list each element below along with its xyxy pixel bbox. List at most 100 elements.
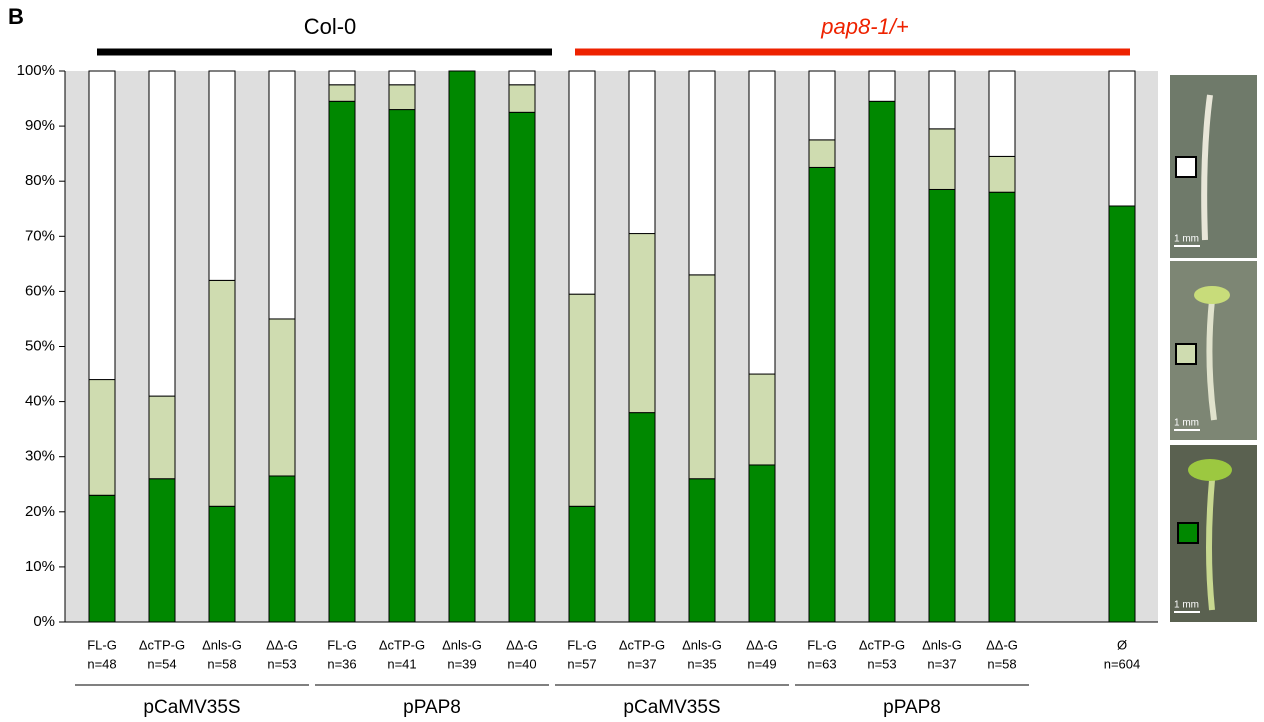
y-tick-label: 90%	[25, 117, 55, 134]
x-tick-label: ΔΔ-G	[506, 637, 538, 652]
bar-segment	[809, 140, 835, 168]
bar-segment	[989, 192, 1015, 622]
bar-segment	[869, 101, 895, 622]
bar-segment	[389, 110, 415, 622]
bar-segment	[209, 280, 235, 506]
panel-label: B	[8, 4, 24, 29]
bar-segment	[89, 495, 115, 622]
sample-size: n=58	[987, 656, 1016, 671]
x-tick-label: Δnls-G	[682, 637, 722, 652]
chart: B 0%10%20%30%40%50%60%70%80%90%100%FL-Gn…	[0, 0, 1264, 722]
y-tick-label: 20%	[25, 503, 55, 520]
subgroup-label: pCaMV35S	[623, 697, 720, 718]
x-tick-label: Δnls-G	[202, 637, 242, 652]
bar-segment	[509, 71, 535, 85]
x-tick-label: ΔΔ-G	[986, 637, 1018, 652]
bar-segment	[689, 71, 715, 275]
sample-size: n=36	[327, 656, 356, 671]
sample-size: n=41	[387, 656, 416, 671]
sample-size: n=53	[867, 656, 896, 671]
x-tick-label: FL-G	[327, 637, 357, 652]
y-tick-label: 0%	[33, 613, 55, 630]
bar-segment	[269, 319, 295, 476]
legend-swatch	[1178, 523, 1198, 543]
bar-segment	[749, 374, 775, 465]
bar-segment	[89, 380, 115, 496]
x-tick-label: Δnls-G	[922, 637, 962, 652]
bar-segment	[509, 112, 535, 622]
bar-segment	[269, 71, 295, 319]
bar-segment	[389, 85, 415, 110]
sample-size: n=39	[447, 656, 476, 671]
bar-segment	[629, 234, 655, 413]
x-tick-label: FL-G	[567, 637, 597, 652]
bar-segment	[329, 71, 355, 85]
x-tick-label: FL-G	[807, 637, 837, 652]
sample-size: n=63	[807, 656, 836, 671]
bar-segment	[569, 506, 595, 622]
x-tick-label: ΔΔ-G	[266, 637, 298, 652]
bar-segment	[749, 71, 775, 374]
y-tick-label: 40%	[25, 393, 55, 410]
seedling	[1194, 286, 1230, 304]
group-label: pap8-1/+	[820, 14, 909, 39]
bar-segment	[209, 506, 235, 622]
bar-segment	[1109, 206, 1135, 622]
y-tick-label: 30%	[25, 448, 55, 465]
bar-segment	[809, 71, 835, 140]
legend-swatch	[1176, 344, 1196, 364]
bar-segment	[329, 101, 355, 622]
sample-size: n=53	[267, 656, 296, 671]
sample-size: n=37	[927, 656, 956, 671]
sample-size: n=58	[207, 656, 236, 671]
bar-segment	[209, 71, 235, 280]
sample-size: n=48	[87, 656, 116, 671]
bar-segment	[689, 275, 715, 479]
y-tick-label: 80%	[25, 172, 55, 189]
bar-segment	[509, 85, 535, 113]
y-tick-label: 10%	[25, 558, 55, 575]
sample-size: n=37	[627, 656, 656, 671]
bar-segment	[569, 294, 595, 506]
x-tick-label: FL-G	[87, 637, 117, 652]
subgroup-label: pPAP8	[883, 697, 941, 718]
bar-segment	[149, 479, 175, 622]
sample-size: n=49	[747, 656, 776, 671]
bar-segment	[1109, 71, 1135, 206]
sample-size: n=40	[507, 656, 536, 671]
seedling	[1209, 480, 1212, 610]
bar-segment	[89, 71, 115, 380]
bar-segment	[149, 396, 175, 479]
legend-swatch	[1176, 157, 1196, 177]
y-tick-label: 60%	[25, 282, 55, 299]
bar-segment	[749, 465, 775, 622]
scale-label: 1 mm	[1174, 418, 1199, 429]
sample-size: n=57	[567, 656, 596, 671]
group-label: Col-0	[304, 14, 357, 39]
x-tick-label: ΔcTP-G	[379, 637, 425, 652]
bar-segment	[929, 71, 955, 129]
bar-segment	[389, 71, 415, 85]
bar-segment	[449, 71, 475, 622]
bar-segment	[629, 413, 655, 622]
sample-size: n=35	[687, 656, 716, 671]
bar-segment	[149, 71, 175, 396]
y-tick-label: 100%	[17, 62, 55, 79]
sample-size: n=54	[147, 656, 176, 671]
bar-segment	[689, 479, 715, 622]
bar-segment	[929, 129, 955, 190]
bar-segment	[869, 71, 895, 101]
x-tick-label: Ø	[1117, 637, 1127, 652]
x-tick-label: ΔcTP-G	[139, 637, 185, 652]
x-tick-label: ΔΔ-G	[746, 637, 778, 652]
bar-segment	[629, 71, 655, 234]
bar-segment	[989, 71, 1015, 156]
scale-label: 1 mm	[1174, 600, 1199, 611]
bar-segment	[329, 85, 355, 102]
x-tick-label: ΔcTP-G	[859, 637, 905, 652]
y-tick-label: 50%	[25, 337, 55, 354]
x-tick-label: ΔcTP-G	[619, 637, 665, 652]
seedling	[1188, 459, 1232, 481]
subgroup-label: pCaMV35S	[143, 697, 240, 718]
sample-size: n=604	[1104, 656, 1141, 671]
